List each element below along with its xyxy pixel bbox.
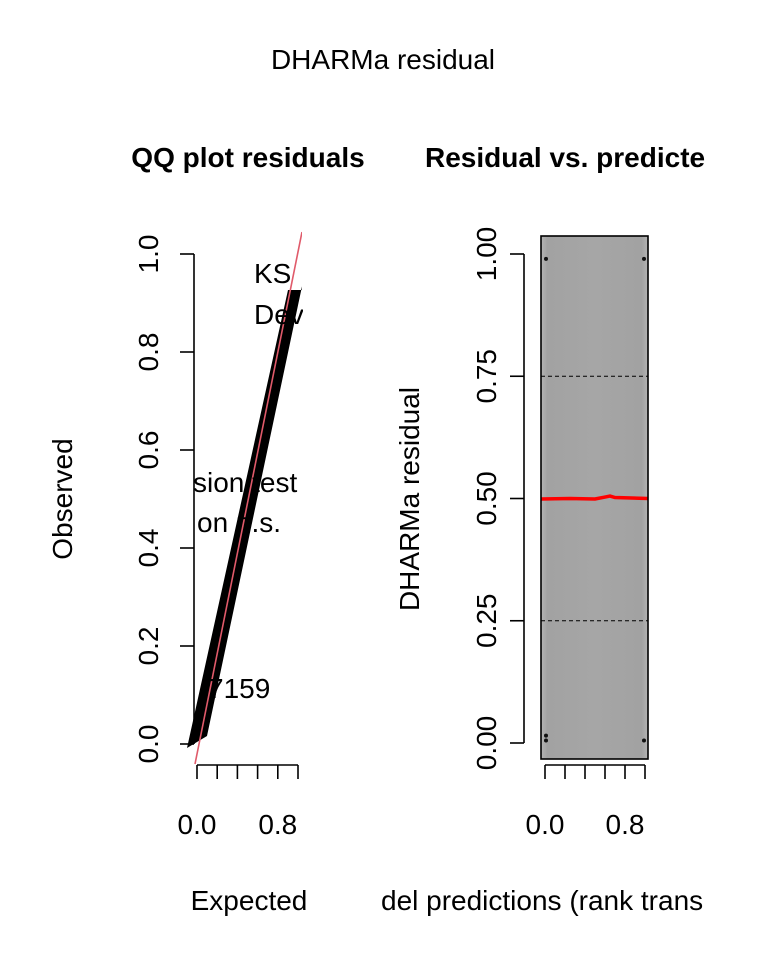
qq-x-axis: 0.0 0.8 xyxy=(178,764,299,840)
resid-title: Residual vs. predicte xyxy=(425,142,705,173)
resid-x-axis: 0.0 0.8 xyxy=(526,764,646,840)
resid-edge-point xyxy=(544,733,548,738)
qq-title: QQ plot residuals xyxy=(131,142,364,173)
qq-y-tick-label: 1.0 xyxy=(133,235,164,274)
qq-annotation-ns: on n.s. xyxy=(197,507,281,538)
qq-annotation-ks: KS xyxy=(254,258,291,289)
qq-plot-area xyxy=(187,231,302,765)
qq-y-label: Observed xyxy=(47,438,78,559)
resid-edge-point xyxy=(642,738,646,743)
resid-y-tick-label: 0.75 xyxy=(471,349,502,404)
qq-x-tick-label: 0.8 xyxy=(258,809,297,840)
qq-y-tick-label: 0.6 xyxy=(133,431,164,470)
qq-annotation-dev: Dev xyxy=(254,299,304,330)
resid-x-label: del predictions (rank trans xyxy=(381,885,703,916)
resid-quantile-lines xyxy=(541,375,648,622)
qq-y-axis: 0.0 0.2 0.4 0.6 0.8 1.0 xyxy=(133,235,195,764)
qq-right-mask xyxy=(303,250,343,340)
qq-x-tick-label: 0.0 xyxy=(178,809,217,840)
resid-y-axis: 0.00 0.25 0.50 0.75 1.00 xyxy=(471,227,525,771)
resid-right-mask xyxy=(729,130,768,950)
qq-x-label: Expected xyxy=(191,885,308,916)
resid-y-tick-label: 0.50 xyxy=(471,471,502,526)
resid-plot-area xyxy=(541,236,648,759)
qq-annotation-value: 7159 xyxy=(208,673,270,704)
qq-y-tick-label: 0.4 xyxy=(133,529,164,568)
qq-y-tick-label: 0.2 xyxy=(133,627,164,666)
resid-edge-point xyxy=(544,738,548,743)
qq-y-tick-label: 0.0 xyxy=(133,725,164,764)
resid-y-tick-label: 0.00 xyxy=(471,716,502,771)
resid-edge-point xyxy=(544,256,548,261)
qq-reference-line xyxy=(194,231,302,765)
qq-panel: QQ plot residuals 0.0 0.2 0.4 0.6 0.8 1.0 Obs… xyxy=(47,142,365,916)
qq-annotation-dispersion: sion test xyxy=(193,467,297,498)
resid-y-tick-label: 1.00 xyxy=(471,227,502,282)
resid-panel: Residual vs. predicte 0.00 0.25 0.50 0.75 1.… xyxy=(381,130,768,950)
resid-x-tick-label: 0.0 xyxy=(526,809,565,840)
resid-edge-points xyxy=(544,256,646,743)
resid-y-tick-label: 0.25 xyxy=(471,594,502,649)
resid-edge-point xyxy=(642,256,646,261)
resid-plot-box xyxy=(540,235,649,760)
qq-y-tick-label: 0.8 xyxy=(133,333,164,372)
resid-x-tick-label: 0.8 xyxy=(606,809,645,840)
resid-median-line xyxy=(541,494,648,501)
resid-y-label: DHARMa residual xyxy=(394,387,425,611)
figure-title: DHARMa residual xyxy=(271,44,495,75)
